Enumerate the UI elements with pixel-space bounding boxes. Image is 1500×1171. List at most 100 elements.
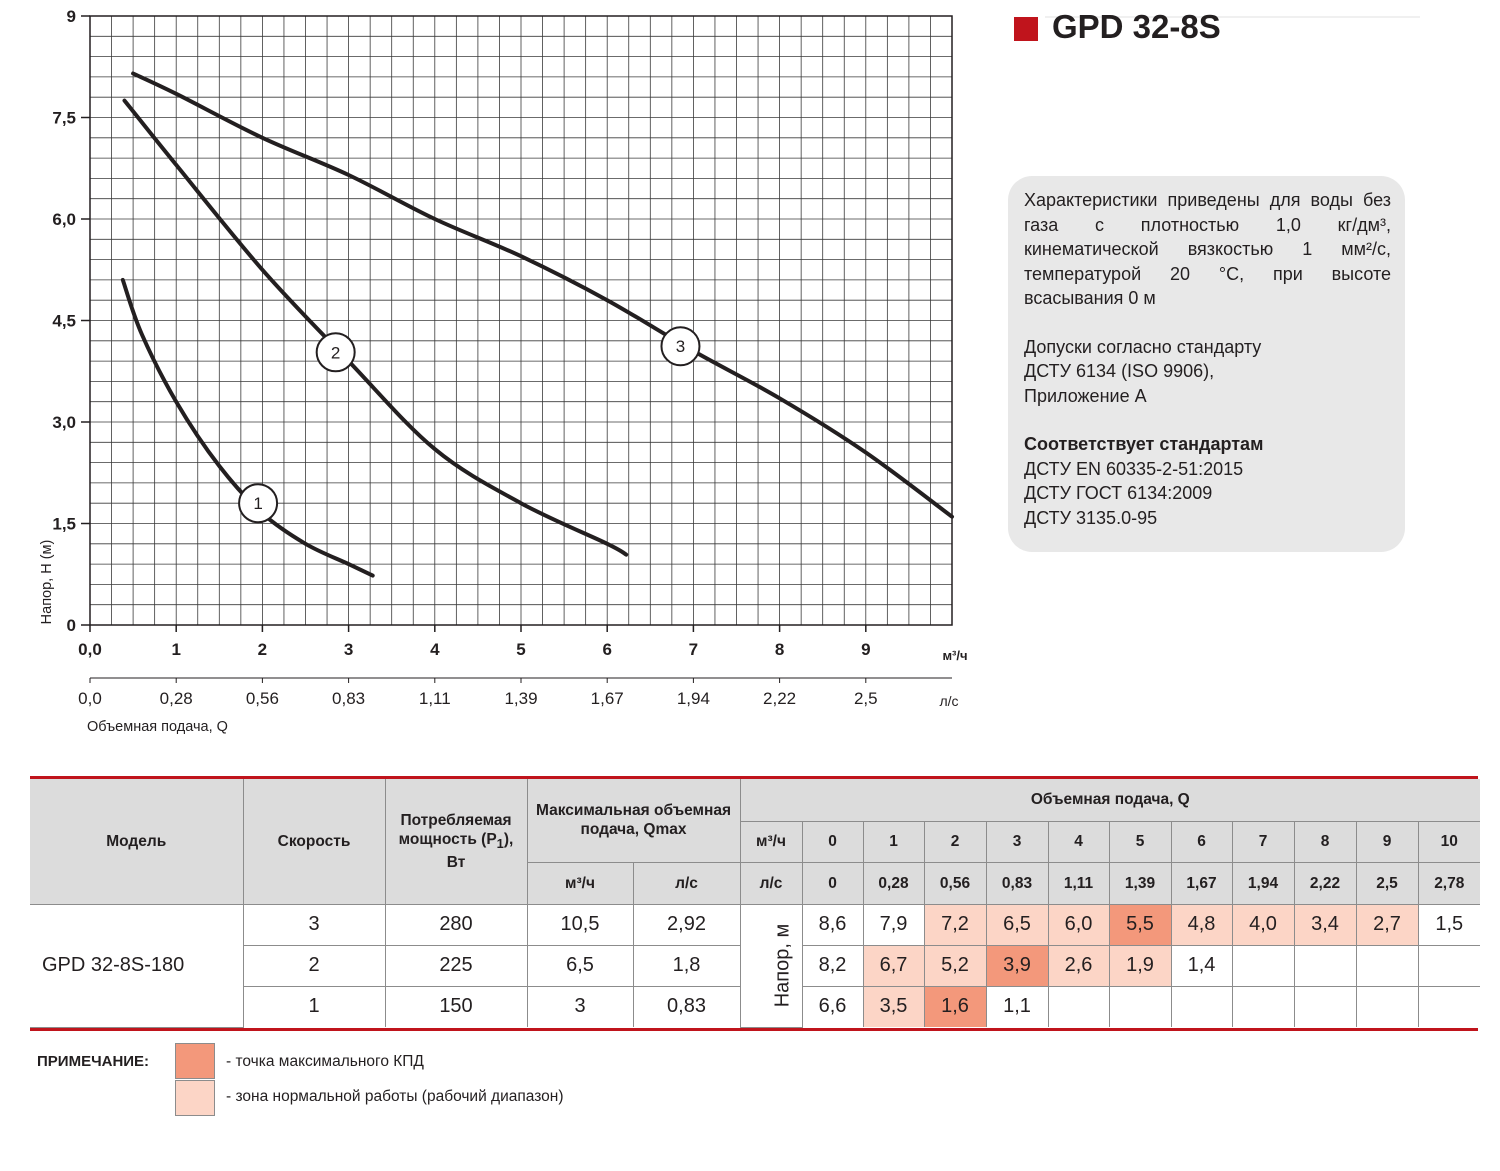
flow-ls-header: 1,39 — [1108, 861, 1172, 905]
flow-m3h-header: 4 — [1047, 820, 1110, 863]
power-cell: 280 — [384, 903, 528, 946]
max-efficiency-swatch — [175, 1043, 215, 1079]
x2-tick-label: 2,22 — [763, 689, 796, 708]
chart-grid — [89, 15, 953, 626]
qmax-m3h-cell: 3 — [526, 985, 634, 1027]
head-value-cell: 1,1 — [985, 985, 1049, 1027]
qmax-ls-cell: 2,92 — [632, 903, 741, 946]
x-tick-label: 3 — [344, 640, 353, 659]
series-marker-1 — [238, 483, 279, 524]
x2-tick-label: 0,28 — [160, 689, 193, 708]
x2-tick-label: 0,83 — [332, 689, 365, 708]
info-standard: ДСТУ EN 60335-2-51:2015 — [1024, 458, 1244, 479]
head-unit-label: Напор, м — [770, 923, 793, 1008]
head-value-cell — [1170, 985, 1233, 1027]
x2-tick-label: 0,0 — [78, 689, 102, 708]
header-flow-m3h: м³/ч — [740, 820, 803, 863]
spec-table-wrapper: Модель Скорость Потребляемая мощность (P1… — [30, 776, 1481, 1031]
max-efficiency-note: - точка максимального КПД — [226, 1053, 424, 1070]
y-tick-label: 4,5 — [52, 312, 76, 331]
y-tick-label: 0 — [67, 616, 76, 635]
head-value-cell — [1108, 985, 1172, 1027]
header-speed: Скорость — [242, 779, 386, 905]
head-value-cell: 6,6 — [801, 985, 864, 1027]
head-value-cell — [1047, 985, 1110, 1027]
header-power: Потребляемая мощность (P1), Вт — [384, 779, 528, 905]
info-tolerance-line: ДСТУ 6134 (ISO 9906), — [1024, 361, 1215, 381]
head-value-cell — [1231, 985, 1295, 1027]
head-value-cell: 1,5 — [1417, 903, 1481, 946]
flow-ls-header: 1,11 — [1047, 861, 1110, 905]
y-axis-title: Напор, H (м) — [39, 540, 55, 625]
flow-m3h-header: 9 — [1355, 820, 1419, 863]
title-marker — [1014, 17, 1038, 41]
head-value-cell: 7,2 — [923, 903, 987, 946]
series-curve-3 — [131, 71, 954, 519]
head-value-cell — [1355, 944, 1419, 987]
head-value-cell: 2,7 — [1355, 903, 1419, 946]
x-tick-label: 9 — [861, 640, 870, 659]
head-value-cell: 6,7 — [862, 944, 925, 987]
head-value-cell — [1417, 944, 1481, 987]
flow-m3h-header: 2 — [923, 820, 987, 863]
y-tick-label: 1,5 — [52, 515, 76, 534]
header-model: Модель — [30, 779, 244, 905]
head-value-cell — [1231, 944, 1295, 987]
chart-series — [120, 71, 954, 578]
info-standards-title: Соответствует стандартам — [1024, 434, 1264, 454]
header-flow: Объемная подача, Q — [739, 779, 1481, 822]
page-title: GPD 32-8S — [1052, 8, 1221, 45]
flow-m3h-header: 6 — [1170, 820, 1233, 863]
normal-zone-swatch — [175, 1080, 215, 1116]
flow-m3h-header: 10 — [1417, 820, 1481, 863]
head-value-cell — [1355, 985, 1419, 1027]
header-qmax-m3h: м³/ч — [527, 861, 634, 905]
head-value-cell: 1,6 — [923, 985, 987, 1027]
x-tick-label: 1 — [171, 640, 180, 659]
qmax-m3h-cell: 6,5 — [526, 944, 634, 987]
head-value-cell: 8,2 — [801, 944, 864, 987]
table-bottom-rule — [30, 1027, 1478, 1031]
x2-tick-label: 1,39 — [504, 689, 537, 708]
info-standard: ДСТУ ГОСТ 6134:2009 — [1024, 483, 1213, 503]
head-value-cell — [1293, 944, 1357, 987]
table-top-rule — [30, 776, 1478, 779]
header-qmax: Максимальная объемная подача, Qmax — [526, 779, 741, 863]
x-tick-label: 5 — [516, 640, 525, 659]
flow-ls-header: 2,5 — [1355, 861, 1419, 905]
x2-tick-label: 0,56 — [246, 689, 279, 708]
power-cell: 225 — [384, 944, 528, 987]
normal-zone-note: - зона нормальной работы (рабочий диапаз… — [226, 1088, 564, 1105]
head-value-cell — [1293, 985, 1357, 1027]
flow-ls-header: 2,78 — [1417, 861, 1481, 905]
flow-ls-header: 0,56 — [923, 861, 987, 905]
head-value-cell: 3,5 — [862, 985, 925, 1027]
header-qmax-ls: л/с — [632, 861, 741, 905]
flow-m3h-header: 8 — [1293, 820, 1357, 863]
head-value-cell: 7,9 — [862, 903, 925, 946]
flow-ls-header: 2,22 — [1293, 861, 1357, 905]
qmax-m3h-cell: 10,5 — [526, 903, 634, 946]
power-cell: 150 — [384, 985, 528, 1027]
head-value-cell: 5,5 — [1108, 903, 1172, 946]
x2-unit-label: л/с — [939, 693, 958, 709]
flow-ls-header: 0,28 — [862, 861, 925, 905]
qmax-ls-cell: 1,8 — [632, 944, 741, 987]
flow-m3h-header: 1 — [862, 820, 925, 863]
note-title: ПРИМЕЧАНИЕ: — [37, 1053, 150, 1070]
chart-labels: 1 2 3 — [238, 326, 701, 524]
x-tick-label: 0,0 — [78, 640, 102, 659]
x2-tick-label: 1,67 — [591, 689, 624, 708]
chart-axes: 0 1,5 3,0 4,5 6,0 7,5 9 0,0 1 2 3 4 5 6 7 8 9 м³/ч 0,0 0,28… — [39, 7, 968, 735]
info-standard: ДСТУ 3135.0-95 — [1024, 507, 1158, 528]
series-label-3: 3 — [676, 337, 685, 356]
x2-tick-label: 1,94 — [677, 689, 710, 708]
x-tick-label: 2 — [258, 640, 267, 659]
head-value-cell — [1417, 985, 1481, 1027]
x-tick-label: 6 — [602, 640, 611, 659]
speed-cell: 3 — [242, 903, 386, 946]
head-value-cell: 8,6 — [801, 903, 864, 946]
series-curve-2 — [122, 98, 629, 557]
info-tolerance-line: Приложение А — [1024, 385, 1147, 406]
flow-ls-header: 0 — [801, 861, 864, 905]
